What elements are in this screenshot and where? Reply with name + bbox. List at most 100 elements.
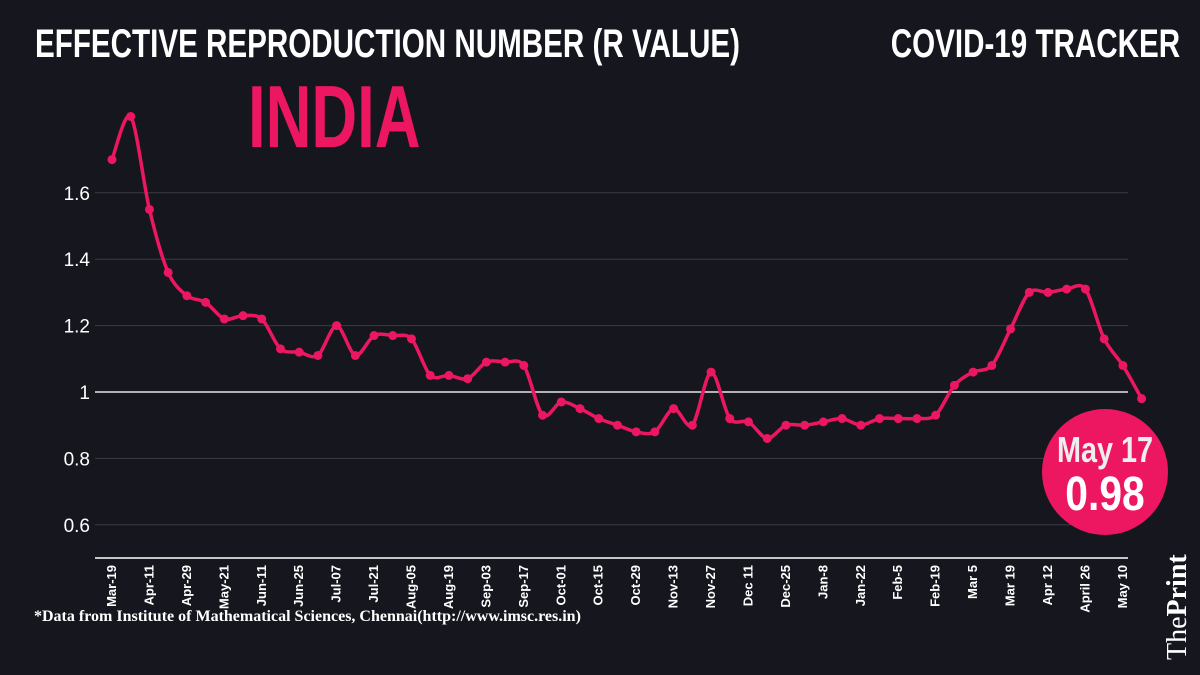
data-point	[107, 155, 117, 165]
data-point	[275, 344, 285, 354]
tracker-label: COVID-19 TRACKER	[890, 22, 1180, 66]
data-point	[163, 267, 173, 277]
data-point	[332, 321, 342, 331]
data-point	[743, 417, 753, 427]
data-point	[875, 414, 885, 424]
chart-title: EFFECTIVE REPRODUCTION NUMBER (R VALUE)	[35, 22, 740, 66]
x-tick-label: Oct-15	[591, 565, 606, 605]
data-point	[294, 347, 304, 357]
data-point	[144, 204, 154, 214]
y-tick-label: 0.6	[64, 516, 90, 537]
data-point	[650, 427, 660, 437]
logo-the: The	[1162, 616, 1193, 660]
data-point	[519, 360, 529, 370]
x-tick-label: Jun-11	[254, 565, 269, 606]
data-point	[669, 404, 679, 414]
data-point	[762, 433, 772, 443]
data-point	[1062, 284, 1072, 294]
y-tick-label: 1.2	[64, 317, 90, 338]
data-point	[987, 360, 997, 370]
x-tick-label: Mar 5	[965, 565, 980, 599]
x-tick-label: Jan-8	[815, 565, 830, 599]
logo-print: Print	[1162, 554, 1193, 617]
x-tick-label: Dec-25	[778, 565, 793, 608]
data-point	[500, 357, 510, 367]
data-point	[369, 331, 379, 341]
x-tick-label: Jan-22	[853, 565, 868, 606]
data-point	[594, 414, 604, 424]
data-point	[1024, 287, 1034, 297]
x-tick-label: Jul-21	[366, 565, 381, 603]
data-point	[238, 311, 248, 321]
data-point	[556, 397, 566, 407]
series-line	[110, 114, 1144, 441]
badge-date: May 17	[1056, 429, 1154, 470]
y-tick-label: 1	[79, 383, 90, 404]
data-point	[931, 410, 941, 420]
x-tick-label: Apr 12	[1040, 565, 1055, 605]
x-tick-label: Mar-19	[104, 565, 119, 607]
x-tick-label: Apr-11	[141, 565, 156, 605]
data-point	[388, 331, 398, 341]
data-point	[687, 420, 697, 430]
x-tick-label: May 10	[1115, 565, 1130, 608]
x-tick-label: Nov-13	[666, 565, 681, 608]
data-point	[837, 414, 847, 424]
y-tick-label: 1.6	[64, 184, 90, 205]
data-point	[612, 420, 622, 430]
x-tick-label: Feb-19	[928, 565, 943, 607]
data-point	[856, 420, 866, 430]
country-title: INDIA	[248, 67, 421, 166]
data-point	[1080, 284, 1090, 294]
data-point	[257, 314, 267, 324]
theprint-logo: ThePrint	[1162, 554, 1194, 660]
data-point	[481, 357, 491, 367]
data-point	[350, 350, 360, 360]
data-point	[444, 370, 454, 380]
x-tick-label: Nov-27	[703, 565, 718, 608]
data-point	[1118, 360, 1128, 370]
data-point	[781, 420, 791, 430]
source-footnote: *Data from Institute of Mathematical Sci…	[34, 608, 581, 625]
data-point	[575, 404, 585, 414]
data-point	[800, 420, 810, 430]
x-tick-label: Mar 19	[1003, 565, 1018, 606]
data-point	[182, 291, 192, 301]
data-point	[949, 380, 959, 390]
x-tick-label: April 26	[1077, 565, 1092, 613]
data-point	[1099, 334, 1109, 344]
latest-value-badge: May 17 0.98	[1042, 409, 1168, 535]
data-point	[1137, 394, 1147, 404]
data-point	[407, 334, 417, 344]
data-point	[313, 350, 323, 360]
y-tick-label: 0.8	[64, 449, 90, 470]
x-tick-label: Jun-25	[291, 565, 306, 607]
data-point	[631, 427, 641, 437]
x-tick-label: Oct-29	[628, 565, 643, 605]
data-point	[126, 111, 136, 121]
data-point	[463, 374, 473, 384]
x-tick-label: Aug-19	[441, 565, 456, 609]
x-tick-label: Apr-29	[179, 565, 194, 606]
x-tick-label: Sep-17	[516, 565, 531, 608]
data-point	[968, 367, 978, 377]
data-point	[893, 414, 903, 424]
x-tick-label: Dec 11	[740, 565, 755, 606]
badge-value: 0.98	[1065, 468, 1145, 521]
x-tick-label: Feb-5	[890, 565, 905, 600]
data-point	[706, 367, 716, 377]
x-tick-label: Aug-05	[404, 565, 419, 609]
x-tick-label: Oct-01	[553, 565, 568, 605]
x-tick-label: May-21	[216, 565, 231, 609]
data-point	[219, 314, 229, 324]
data-point	[818, 417, 828, 427]
x-tick-label: Jul-07	[329, 565, 344, 603]
data-point	[725, 414, 735, 424]
data-point	[425, 370, 435, 380]
data-point	[912, 414, 922, 424]
data-point	[1043, 287, 1053, 297]
data-point	[1006, 324, 1016, 334]
data-point	[538, 410, 548, 420]
data-point	[201, 297, 211, 307]
